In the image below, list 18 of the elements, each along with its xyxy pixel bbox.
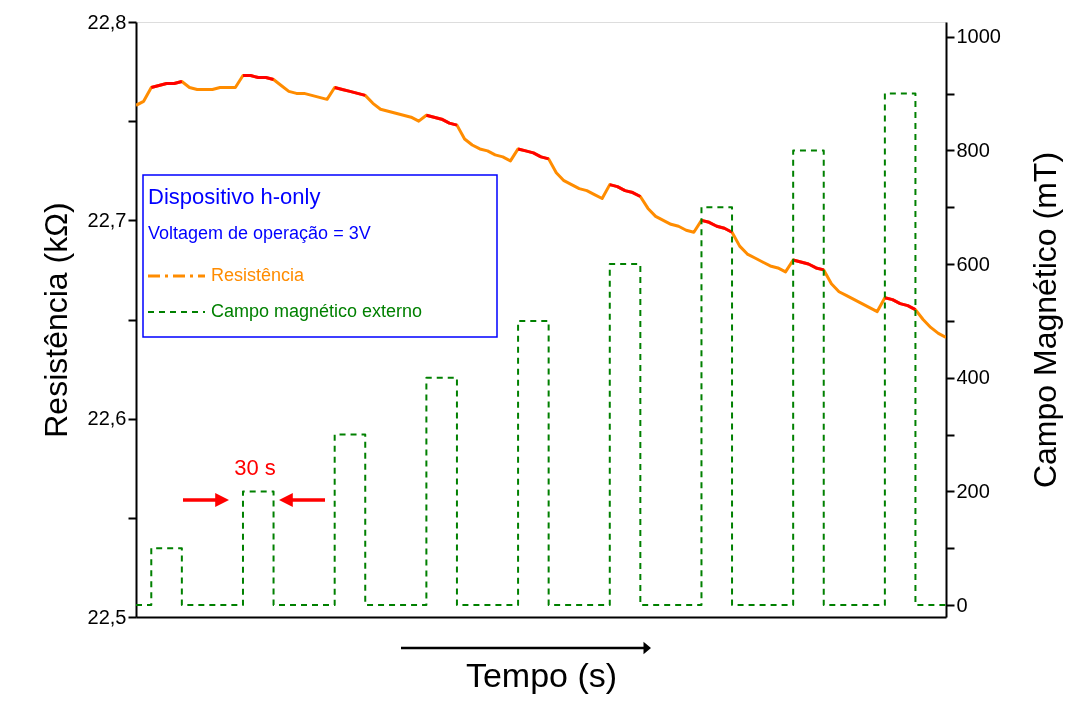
- y2-tick-label: 400: [956, 366, 990, 389]
- y-tick-label: 22,8: [87, 10, 127, 33]
- y2-tick-label: 800: [956, 138, 990, 161]
- y-tick-label: 22,6: [87, 407, 127, 430]
- legend-title: Dispositivo h-only: [148, 184, 321, 209]
- y-tick-label: 22,7: [87, 208, 127, 231]
- y2-tick-label: 200: [956, 479, 990, 502]
- legend-label: Resistência: [211, 265, 306, 285]
- annotation: Voltagem de operação = 3V: [148, 223, 371, 243]
- y-tick-label: 22,5: [87, 605, 127, 628]
- y2-tick-label: 0: [956, 593, 968, 616]
- y2-axis-title: Campo Magnético (mT): [1026, 151, 1063, 489]
- x-axis-title: Tempo (s): [465, 655, 618, 694]
- y-axis-title: Resistência (kΩ): [37, 202, 74, 438]
- legend-label: Campo magnético externo: [211, 301, 423, 321]
- y2-tick-label: 1000: [956, 25, 1001, 48]
- y2-tick-label: 600: [956, 252, 990, 275]
- annotation: 30 s: [234, 455, 276, 480]
